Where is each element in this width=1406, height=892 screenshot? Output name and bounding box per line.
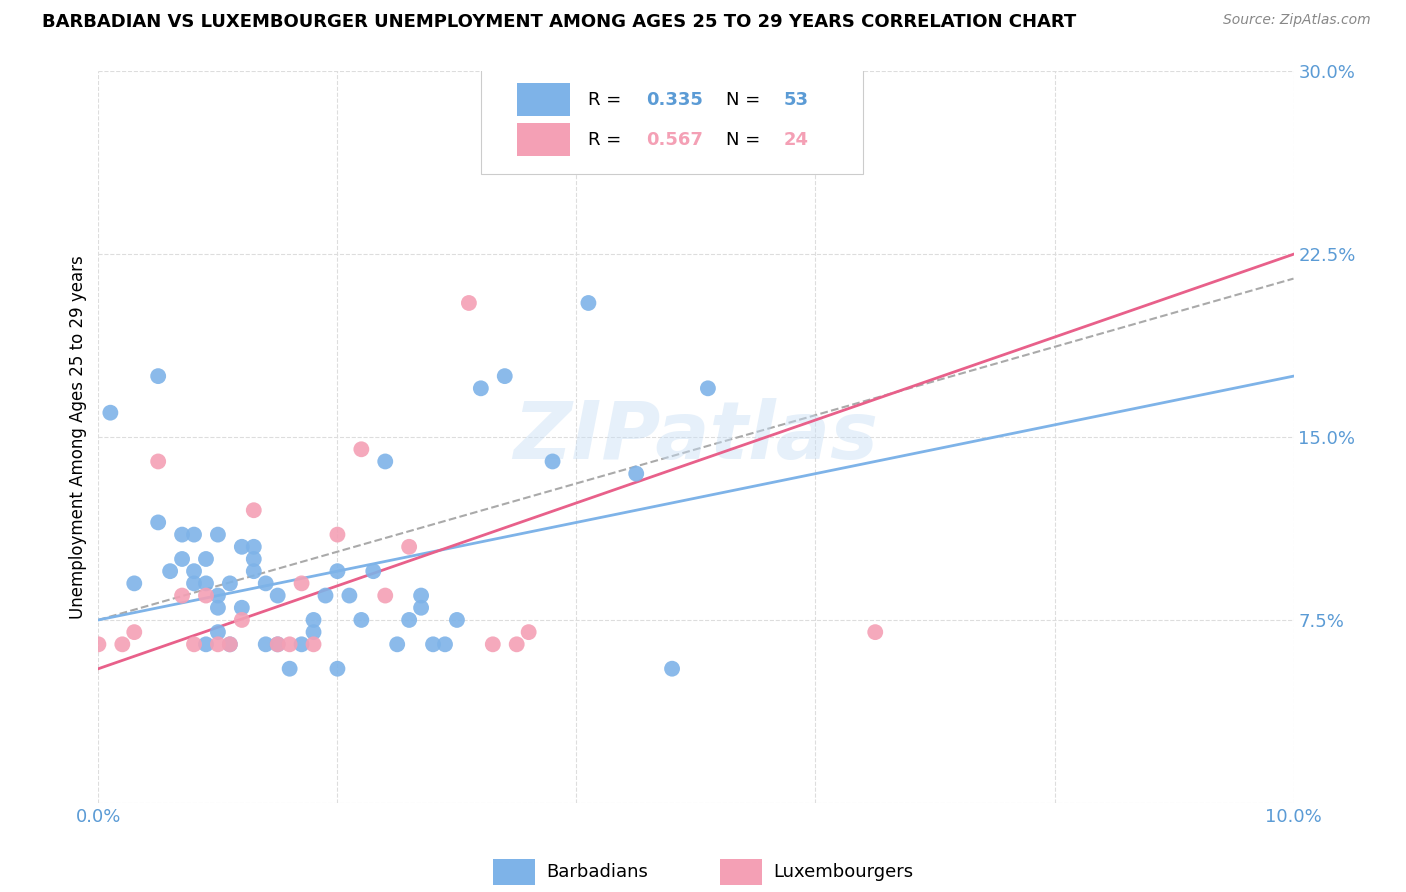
Point: [398, 613, 420, 627]
Point: [326, 662, 349, 676]
Point: [278, 662, 301, 676]
Point: [172, 589, 194, 603]
Point: [207, 527, 229, 541]
Text: 53: 53: [783, 91, 808, 109]
Point: [254, 637, 277, 651]
Point: [207, 637, 229, 651]
Point: [434, 637, 457, 651]
Point: [254, 576, 277, 591]
Point: [124, 625, 146, 640]
Point: [470, 381, 492, 395]
Point: [517, 625, 540, 640]
Text: 24: 24: [783, 131, 808, 149]
Text: R =: R =: [589, 91, 627, 109]
FancyBboxPatch shape: [517, 84, 571, 116]
Point: [326, 527, 349, 541]
Point: [243, 552, 266, 566]
Point: [183, 527, 205, 541]
Point: [243, 503, 266, 517]
Text: R =: R =: [589, 131, 627, 149]
Point: [219, 637, 242, 651]
Y-axis label: Unemployment Among Ages 25 to 29 years: Unemployment Among Ages 25 to 29 years: [69, 255, 87, 619]
Point: [411, 589, 433, 603]
Point: [302, 613, 325, 627]
Point: [350, 613, 373, 627]
Point: [624, 467, 647, 481]
Point: [458, 296, 481, 310]
Point: [398, 540, 420, 554]
Point: [124, 576, 146, 591]
Point: [183, 564, 205, 578]
Text: BARBADIAN VS LUXEMBOURGER UNEMPLOYMENT AMONG AGES 25 TO 29 YEARS CORRELATION CHA: BARBADIAN VS LUXEMBOURGER UNEMPLOYMENT A…: [42, 13, 1077, 31]
Point: [385, 637, 409, 651]
Text: Source: ZipAtlas.com: Source: ZipAtlas.com: [1223, 13, 1371, 28]
Point: [148, 369, 170, 384]
Point: [446, 613, 468, 627]
Text: Barbadians: Barbadians: [547, 863, 648, 881]
Point: [350, 442, 373, 457]
Point: [278, 637, 301, 651]
Point: [326, 564, 349, 578]
Text: 0.335: 0.335: [645, 91, 703, 109]
Point: [267, 589, 290, 603]
Point: [697, 381, 720, 395]
Point: [374, 454, 396, 468]
Point: [302, 625, 325, 640]
Text: Luxembourgers: Luxembourgers: [773, 863, 914, 881]
Point: [148, 454, 170, 468]
Point: [481, 637, 505, 651]
Point: [267, 637, 290, 651]
Point: [339, 589, 360, 603]
FancyBboxPatch shape: [481, 64, 863, 174]
Point: [159, 564, 181, 578]
Point: [183, 576, 205, 591]
Point: [243, 564, 266, 578]
Point: [219, 576, 242, 591]
Point: [374, 589, 396, 603]
Point: [661, 662, 683, 676]
Point: [494, 369, 516, 384]
Point: [194, 589, 218, 603]
Point: [172, 552, 194, 566]
Point: [315, 589, 337, 603]
Point: [111, 637, 134, 651]
Point: [148, 516, 170, 530]
Point: [243, 540, 266, 554]
Point: [363, 564, 385, 578]
Text: ZIPatlas: ZIPatlas: [513, 398, 879, 476]
Point: [578, 296, 600, 310]
Point: [183, 637, 205, 651]
FancyBboxPatch shape: [494, 859, 534, 885]
Text: 0.567: 0.567: [645, 131, 703, 149]
Point: [506, 637, 529, 651]
Point: [267, 637, 290, 651]
Point: [194, 637, 218, 651]
Text: N =: N =: [725, 91, 766, 109]
Point: [194, 552, 218, 566]
Point: [231, 600, 253, 615]
Point: [219, 637, 242, 651]
Point: [231, 540, 253, 554]
FancyBboxPatch shape: [517, 123, 571, 156]
Point: [98, 406, 122, 420]
Point: [172, 527, 194, 541]
Point: [541, 454, 564, 468]
Point: [231, 613, 253, 627]
Point: [207, 600, 229, 615]
Text: N =: N =: [725, 131, 766, 149]
Point: [290, 637, 312, 651]
Point: [422, 637, 444, 651]
Point: [87, 637, 110, 651]
FancyBboxPatch shape: [720, 859, 762, 885]
Point: [302, 637, 325, 651]
Point: [865, 625, 887, 640]
Point: [194, 576, 218, 591]
Point: [411, 600, 433, 615]
Point: [207, 625, 229, 640]
Point: [290, 576, 312, 591]
Point: [207, 589, 229, 603]
